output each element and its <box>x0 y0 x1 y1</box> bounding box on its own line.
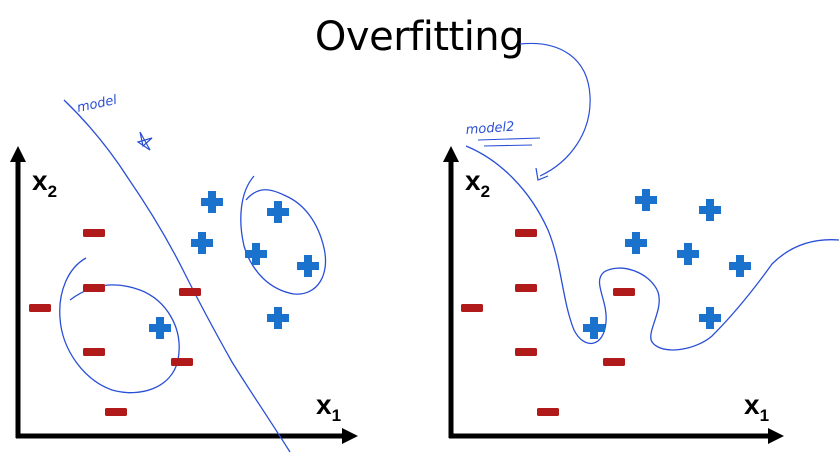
left-minus-marks <box>29 229 201 416</box>
right-minus-icon-4 <box>515 348 537 356</box>
right-minus-marks <box>461 229 635 416</box>
right-plus-icon-7 <box>699 307 721 329</box>
page-title: Overfitting <box>314 14 525 60</box>
left-plus-icon-4 <box>245 243 267 265</box>
left-plus-icon-5 <box>297 255 319 277</box>
left-plus-icon-7 <box>267 307 289 329</box>
annotation-underline <box>477 137 541 141</box>
right-plus-icon-1 <box>635 189 657 211</box>
left-model-annotation: model <box>76 93 119 116</box>
left-decision-boundary <box>63 99 291 453</box>
left-plus-icon-3 <box>267 201 289 223</box>
right-minus-icon-6 <box>613 288 635 296</box>
left-plus-icon-2 <box>191 232 213 254</box>
right-minus-icon-1 <box>461 304 483 312</box>
left-plus-icon-6 <box>149 317 171 339</box>
right-decision-boundary <box>465 145 839 351</box>
right-plus-icon-6 <box>583 317 605 339</box>
star-icon <box>136 131 153 151</box>
left-minus-icon-6 <box>179 288 201 296</box>
left-x-axis-label: x1 <box>316 389 341 425</box>
right-plus-icon-5 <box>729 255 751 277</box>
title-to-model-arrow <box>519 42 591 177</box>
left-minus-icon-5 <box>171 358 193 366</box>
left-y-axis-arrow <box>10 146 26 162</box>
right-model-annotation: model2 <box>465 120 515 138</box>
left-minus-icon-4 <box>83 348 105 356</box>
left-x-axis-arrow <box>342 428 358 444</box>
annotation-underline-2 <box>483 144 533 147</box>
right-minus-icon-3 <box>515 284 537 292</box>
right-plus-icon-3 <box>699 199 721 221</box>
right-x-axis-arrow <box>768 428 784 444</box>
left-plus-loop <box>240 175 327 295</box>
left-plus-icon-1 <box>201 191 223 213</box>
right-x-axis-label: x1 <box>744 389 769 425</box>
right-plus-icon-4 <box>677 243 699 265</box>
left-panel: x2 x1 model <box>10 93 358 453</box>
left-minus-icon-2 <box>83 229 105 237</box>
right-panel: x2 x1 model2 <box>443 42 839 444</box>
right-y-axis-arrow <box>443 146 459 162</box>
right-minus-icon-2 <box>515 229 537 237</box>
left-minus-loop <box>59 257 180 394</box>
right-minus-icon-7 <box>537 408 559 416</box>
right-plus-icon-2 <box>625 232 647 254</box>
right-minus-icon-5 <box>603 358 625 366</box>
right-plus-marks <box>583 189 751 339</box>
left-minus-icon-1 <box>29 304 51 312</box>
left-y-axis-label: x2 <box>32 165 57 201</box>
left-minus-icon-7 <box>105 408 127 416</box>
arrow-head-icon <box>535 167 549 181</box>
right-y-axis-label: x2 <box>465 165 490 201</box>
left-plus-marks <box>149 191 319 339</box>
left-minus-icon-3 <box>83 284 105 292</box>
